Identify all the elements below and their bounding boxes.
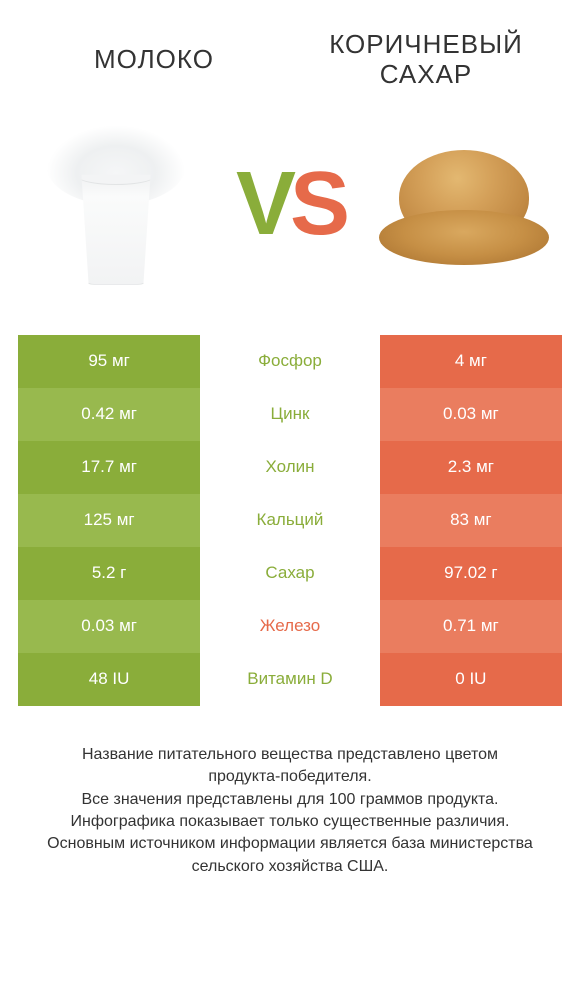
value-left: 0.03 мг	[18, 600, 200, 653]
nutrient-label: Витамин D	[200, 653, 380, 706]
nutrient-label: Цинк	[200, 388, 380, 441]
table-row: 0.03 мгЖелезо0.71 мг	[18, 600, 562, 653]
title-sugar-line2: САХАР	[380, 59, 473, 89]
table-row: 48 IUВитамин D0 IU	[18, 653, 562, 706]
footer-line: Название питательного вещества представл…	[24, 744, 556, 766]
footer-line: продукта-победителя.	[24, 766, 556, 788]
nutrient-label: Холин	[200, 441, 380, 494]
comparison-table: 95 мгФосфор4 мг0.42 мгЦинк0.03 мг17.7 мг…	[18, 335, 562, 706]
table-row: 17.7 мгХолин2.3 мг	[18, 441, 562, 494]
vs-v: V	[236, 154, 290, 254]
nutrient-label: Сахар	[200, 547, 380, 600]
footer-line: Инфографика показывает только существенн…	[24, 811, 556, 833]
value-left: 125 мг	[18, 494, 200, 547]
value-right: 97.02 г	[380, 547, 562, 600]
footer-line: сельского хозяйства США.	[24, 856, 556, 878]
vs-label: VS	[236, 153, 344, 256]
value-right: 0 IU	[380, 653, 562, 706]
value-left: 48 IU	[18, 653, 200, 706]
nutrient-label: Железо	[200, 600, 380, 653]
titles-row: МОЛОКО КОРИЧНЕВЫЙ САХАР	[18, 30, 562, 90]
value-left: 0.42 мг	[18, 388, 200, 441]
table-row: 0.42 мгЦинк0.03 мг	[18, 388, 562, 441]
value-right: 83 мг	[380, 494, 562, 547]
nutrient-label: Кальций	[200, 494, 380, 547]
value-right: 4 мг	[380, 335, 562, 388]
vs-s: S	[290, 154, 344, 254]
title-sugar-line1: КОРИЧНЕВЫЙ	[329, 29, 523, 59]
sugar-image	[374, 115, 554, 295]
value-right: 0.71 мг	[380, 600, 562, 653]
table-row: 95 мгФосфор4 мг	[18, 335, 562, 388]
value-right: 0.03 мг	[380, 388, 562, 441]
value-right: 2.3 мг	[380, 441, 562, 494]
value-left: 95 мг	[18, 335, 200, 388]
value-left: 17.7 мг	[18, 441, 200, 494]
table-row: 125 мгКальций83 мг	[18, 494, 562, 547]
table-row: 5.2 гСахар97.02 г	[18, 547, 562, 600]
footer-line: Все значения представлены для 100 граммо…	[24, 789, 556, 811]
footer-line: Основным источником информации является …	[24, 833, 556, 855]
nutrient-label: Фосфор	[200, 335, 380, 388]
title-milk: МОЛОКО	[18, 44, 290, 75]
value-left: 5.2 г	[18, 547, 200, 600]
title-sugar: КОРИЧНЕВЫЙ САХАР	[290, 30, 562, 90]
images-row: VS	[18, 115, 562, 295]
milk-image	[26, 115, 206, 295]
footer-notes: Название питательного вещества представл…	[18, 744, 562, 878]
